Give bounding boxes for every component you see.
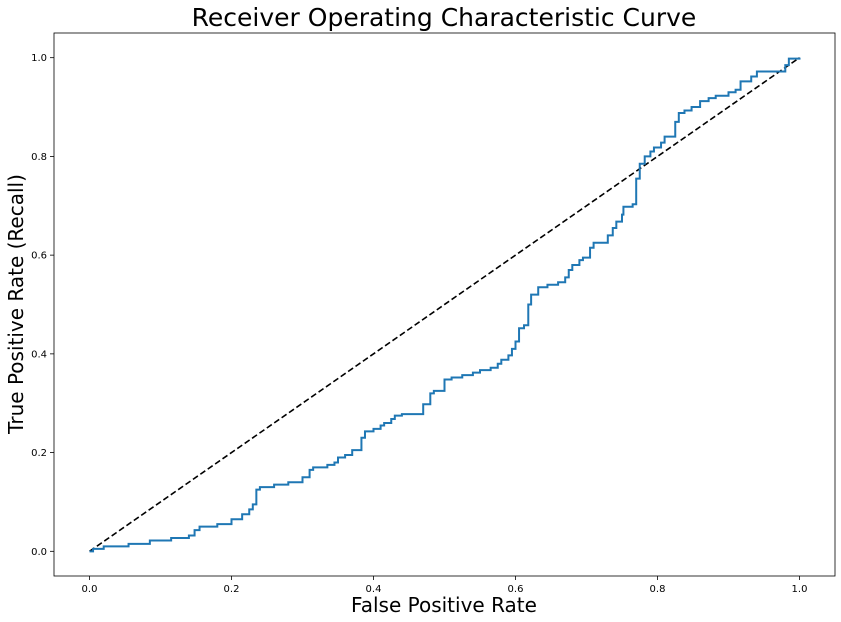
y-axis-ticks: 0.0 0.2 0.4 0.6 0.8 1.0 <box>31 53 54 558</box>
x-tick-label: 0.8 <box>650 584 666 595</box>
x-tick-label: 0.6 <box>508 584 524 595</box>
chart-title: Receiver Operating Characteristic Curve <box>192 3 697 32</box>
x-tick-label: 1.0 <box>792 584 808 595</box>
y-axis-label: True Positive Rate (Recall) <box>4 174 28 435</box>
y-tick-label: 0.6 <box>31 251 47 262</box>
y-tick-label: 1.0 <box>31 53 47 64</box>
y-tick-label: 0.8 <box>31 152 47 163</box>
x-tick-label: 0.0 <box>82 584 98 595</box>
x-tick-label: 0.2 <box>224 584 240 595</box>
x-tick-label: 0.4 <box>366 584 382 595</box>
y-tick-label: 0.4 <box>31 349 47 360</box>
random-classifier-diagonal <box>89 57 800 552</box>
y-tick-label: 0.2 <box>31 448 47 459</box>
roc-curve-line <box>89 57 801 553</box>
y-tick-label: 0.0 <box>31 547 47 558</box>
x-axis-ticks: 0.0 0.2 0.4 0.6 0.8 1.0 <box>82 576 808 595</box>
x-axis-label: False Positive Rate <box>351 593 537 617</box>
